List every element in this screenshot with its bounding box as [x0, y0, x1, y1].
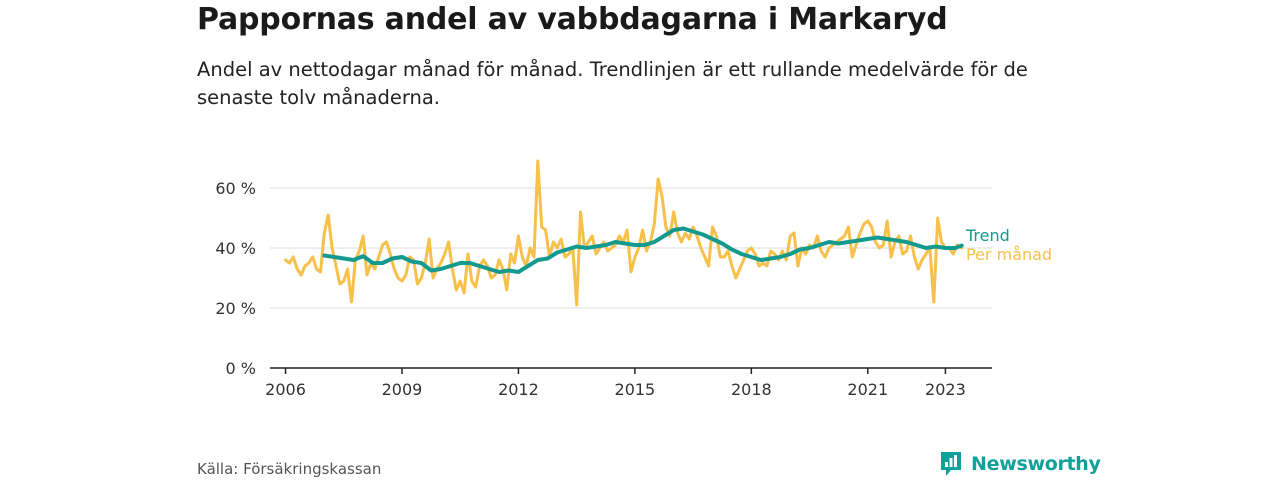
series-lines [284, 159, 964, 307]
x-tick-label: 2012 [498, 380, 539, 399]
source-note: Källa: Försäkringskassan [197, 460, 382, 478]
x-tick-label: 2018 [731, 380, 772, 399]
chart-subtitle: Andel av nettodagar månad för månad. Tre… [197, 58, 1028, 109]
x-tick-label: 2006 [265, 380, 306, 399]
y-tick-label: 20 % [215, 299, 256, 318]
x-tick-label: 2021 [847, 380, 888, 399]
chart-title: Pappornas andel av vabbdagarna i Markary… [197, 2, 948, 37]
monthly-line [284, 159, 964, 307]
newsworthy-logo-icon [941, 452, 961, 476]
x-tick-label: 2023 [925, 380, 966, 399]
trend-line [322, 226, 964, 274]
brand-name: Newsworthy [971, 453, 1101, 475]
line-chart: 0 % 20 % 40 % 60 % 2006 2009 2012 2015 2018 2021… [215, 159, 1052, 399]
y-axis: 0 % 20 % 40 % 60 % [215, 179, 256, 378]
y-tick-label: 60 % [215, 179, 256, 198]
gridlines [270, 187, 992, 309]
y-tick-label: 0 % [226, 359, 256, 378]
legend-trend: Trend [965, 226, 1010, 245]
y-tick-label: 40 % [215, 239, 256, 258]
x-tick-label: 2009 [382, 380, 423, 399]
x-tick-label: 2015 [615, 380, 656, 399]
brand-logo: Newsworthy [939, 450, 1101, 478]
legend-monthly: Per månad [966, 245, 1052, 264]
x-axis: 2006 2009 2012 2015 2018 2021 2023 [265, 367, 992, 399]
